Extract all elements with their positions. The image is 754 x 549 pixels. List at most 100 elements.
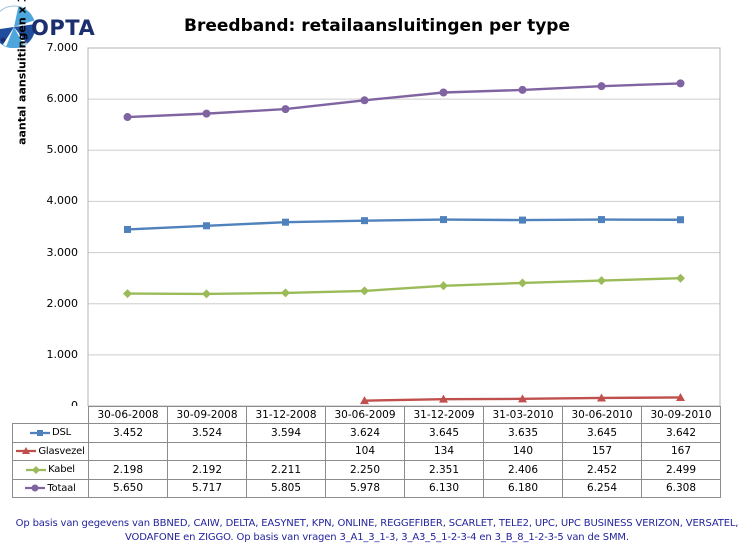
logo-globe-segment <box>14 24 35 44</box>
table-cell: 3.624 <box>325 423 405 443</box>
legend-key-dsl-icon <box>29 429 50 436</box>
table-cell: 3.524 <box>167 423 247 443</box>
table-cell <box>167 441 247 461</box>
y-tick-label: 4.000 <box>46 194 79 208</box>
table-cell: 104 <box>325 441 405 461</box>
table-cell <box>246 441 326 461</box>
x-axis-label: 30-06-2009 <box>325 406 405 424</box>
table-cell: 2.351 <box>404 460 484 480</box>
y-tick-label: 5.000 <box>46 143 79 157</box>
legend-label: Kabel <box>48 464 75 475</box>
data-point-kabel <box>518 278 527 288</box>
data-point-dsl <box>677 216 684 224</box>
y-tick-label: 7.000 <box>46 41 79 54</box>
table-cell: 157 <box>562 441 642 461</box>
data-point-dsl <box>124 225 131 233</box>
legend-item-kabel: Kabel <box>12 460 89 480</box>
x-axis-label-row: 30-06-2008 30-09-2008 31-12-2008 30-06-2009… <box>12 406 721 424</box>
table-cell: 3.642 <box>641 423 721 443</box>
x-axis-label: 31-12-2008 <box>246 406 326 424</box>
table-cell: 2.211 <box>246 460 326 480</box>
data-point-dsl <box>361 217 368 225</box>
y-tick-label: 0 <box>30 400 78 412</box>
table-cell: 5.717 <box>167 478 247 498</box>
table-cell: 6.180 <box>483 478 563 498</box>
data-point-glasvezel <box>360 396 369 405</box>
legend-key-glasvezel-icon <box>16 447 37 454</box>
data-point-totaal <box>123 113 132 122</box>
data-point-kabel <box>281 288 290 298</box>
data-point-kabel <box>360 286 369 296</box>
series-line-dsl <box>127 218 681 231</box>
x-axis-label: 30-06-2008 <box>88 406 168 424</box>
data-point-glasvezel <box>597 393 606 402</box>
legend-key-totaal-icon <box>25 484 46 492</box>
table-cell: 3.452 <box>88 423 168 443</box>
legend-item-dsl: DSL <box>12 423 89 443</box>
table-cell: 2.192 <box>167 460 247 480</box>
data-point-totaal <box>202 109 211 118</box>
table-cell: 5.650 <box>88 478 168 498</box>
legend-marker <box>36 429 43 436</box>
data-point-totaal <box>360 96 369 105</box>
legend-key-kabel-icon <box>26 465 47 474</box>
data-point-kabel <box>202 289 211 299</box>
table-cell: 3.645 <box>562 423 642 443</box>
series-line-kabel <box>127 276 681 296</box>
table-cell: 167 <box>641 441 721 461</box>
table-row-dsl: DSL 3.452 3.524 3.594 3.624 3.645 3.635 3.645 3.… <box>12 423 721 443</box>
data-table: 30-06-2008 30-09-2008 31-12-2008 30-06-2009… <box>12 406 721 498</box>
table-cell: 3.635 <box>483 423 563 443</box>
data-point-totaal <box>597 82 606 91</box>
footer-source-line1: Op basis van gegevens van BBNED, CAIW, D… <box>15 518 739 529</box>
data-point-glasvezel <box>439 394 448 403</box>
x-axis-label: 30-06-2010 <box>562 406 642 424</box>
data-point-dsl <box>598 216 605 224</box>
data-point-totaal <box>676 79 685 88</box>
data-point-dsl <box>282 218 289 226</box>
table-corner-cell <box>12 406 89 424</box>
chart-title: Breedband: retailaansluitingen per type <box>184 16 570 36</box>
x-axis-label: 30-09-2010 <box>641 406 721 424</box>
data-point-dsl <box>203 222 210 230</box>
data-point-dsl <box>519 216 526 224</box>
legend-label: Glasvezel <box>38 445 85 457</box>
data-point-totaal <box>439 88 448 97</box>
opta-logo: OPTA <box>0 5 95 48</box>
y-axis-title: aantal aansluitingen x 1.000 <box>15 0 29 145</box>
data-point-kabel <box>439 281 448 291</box>
logo-dot <box>0 37 6 43</box>
legend-item-totaal: Totaal <box>12 478 89 498</box>
legend-item-glasvezel: Glasvezel <box>12 441 89 461</box>
logo-globe-segment <box>6 27 24 48</box>
legend-label: DSL <box>51 427 72 438</box>
logo-text: OPTA <box>31 16 95 40</box>
table-cell: 5.805 <box>246 478 326 498</box>
data-point-totaal <box>281 105 290 114</box>
table-row-totaal: Totaal 5.650 5.717 5.805 5.978 6.130 6.180 6.25… <box>12 478 721 498</box>
table-cell: 2.499 <box>641 460 721 480</box>
data-point-glasvezel <box>518 394 527 403</box>
data-point-kabel <box>123 289 132 299</box>
y-tick-label: 2.000 <box>46 296 79 310</box>
legend-marker <box>32 465 41 474</box>
x-axis-label: 31-03-2010 <box>483 406 563 424</box>
table-cell: 3.645 <box>404 423 484 443</box>
legend-marker <box>31 484 39 492</box>
plot-area <box>87 47 721 407</box>
x-axis-label: 30-09-2008 <box>167 406 247 424</box>
y-tick-label: 6.000 <box>46 92 79 106</box>
table-row-glasvezel: Glasvezel 104 134 140 157 167 <box>12 441 721 461</box>
logo-globe-segment <box>14 6 34 27</box>
data-point-kabel <box>676 273 685 283</box>
footer-source-line2: VODAFONE en ZIGGO. Op basis van vragen 3… <box>125 532 629 543</box>
legend-marker <box>22 447 31 454</box>
series-line-totaal <box>127 82 681 119</box>
table-cell: 3.594 <box>246 423 326 443</box>
table-cell: 6.130 <box>404 478 484 498</box>
table-cell: 134 <box>404 441 484 461</box>
table-cell: 140 <box>483 441 563 461</box>
table-cell: 2.198 <box>88 460 168 480</box>
data-point-glasvezel <box>676 392 685 401</box>
